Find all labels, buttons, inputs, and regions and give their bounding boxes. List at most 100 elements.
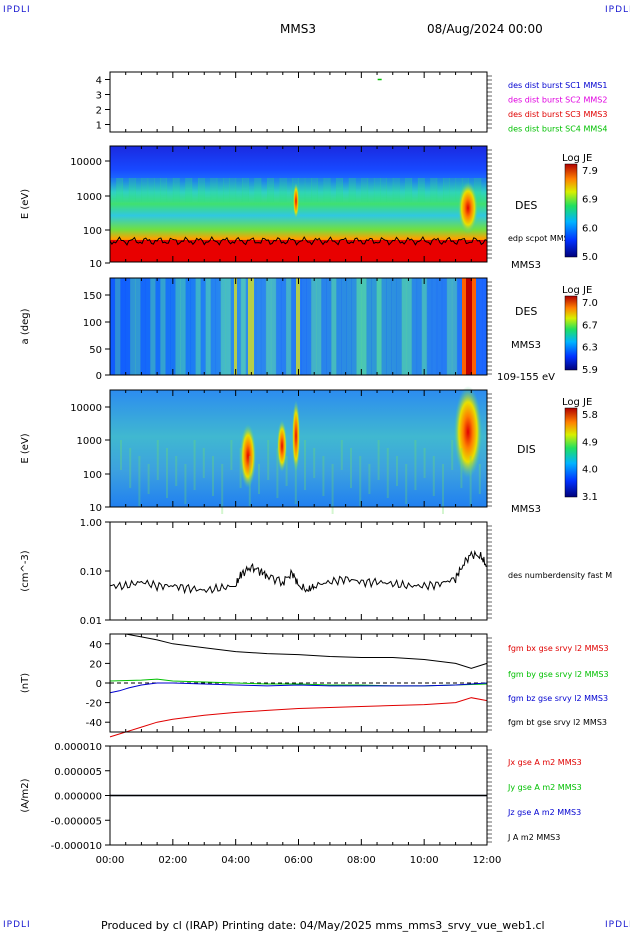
y-tick-label: 0.000000 — [54, 792, 102, 803]
y-tick-label: 10 — [89, 259, 102, 270]
spectrogram-stripe — [329, 178, 337, 202]
spectrogram-stripe — [290, 278, 297, 375]
y-tick-label: 2 — [96, 106, 102, 117]
y-tick-label: 0 — [96, 371, 102, 382]
spectrogram-stripe — [381, 278, 387, 375]
spectrogram-stripe — [280, 278, 287, 375]
spectrogram-stripe — [204, 178, 212, 202]
spectrogram-stripe — [200, 278, 207, 375]
panel-label: 109-155 eV — [497, 372, 555, 383]
y-tick-label: 0.000005 — [54, 767, 102, 778]
panel-label: MMS3 — [511, 340, 541, 351]
datetime-title: 08/Aug/2024 00:00 — [427, 22, 543, 36]
spectrogram-stripe — [110, 278, 116, 375]
spectrogram-stripe — [267, 178, 274, 202]
corner-label-bottom-left: IPDLI — [3, 920, 31, 930]
y-tick-label: 100 — [83, 318, 102, 329]
spectrogram-stripe — [234, 278, 237, 375]
corner-label-top-left: IPDLI — [3, 5, 31, 15]
burst-legend-label: des dist burst SC3 MMS3 — [508, 110, 607, 119]
colorbar-tick-label: 7.0 — [582, 298, 598, 309]
series-legend-label: Jz gse A m2 MMS3 — [507, 808, 581, 817]
spectrogram-stripe — [276, 448, 279, 498]
y-axis-label: (nT) — [20, 673, 31, 693]
spectrogram-stripe — [210, 178, 218, 202]
spectrogram-stripe — [423, 448, 426, 478]
spectrogram-stripe — [436, 178, 444, 202]
spectrogram-stripe — [258, 464, 260, 494]
field-line — [109, 682, 488, 694]
spectrogram-stripe — [311, 178, 318, 202]
colorbar — [564, 295, 578, 371]
x-tick-label: 02:00 — [158, 855, 187, 866]
spectrogram-stripe — [306, 278, 312, 375]
spectrogram-stripe — [110, 178, 117, 202]
spectrogram-stripe — [406, 278, 413, 375]
y-tick-label: 0.10 — [80, 567, 102, 578]
spectrogram-stripe — [449, 178, 457, 202]
panel-label: DIS — [517, 443, 536, 456]
spectrogram-stripe — [140, 278, 146, 375]
colorbar-tick-label: 3.1 — [582, 492, 598, 503]
spectrogram-stripe — [376, 278, 382, 375]
spectrogram-stripe — [229, 178, 237, 202]
spectrogram-stripe — [221, 464, 224, 514]
spectrogram-stripe — [145, 278, 151, 375]
spectrogram-stripe — [230, 278, 237, 375]
spectrogram-stripe — [298, 178, 306, 202]
spacecraft-title: MMS3 — [280, 22, 316, 36]
spectrogram-stripe — [267, 440, 270, 480]
spectrogram-stripe — [386, 278, 392, 375]
spectrogram-stripe — [411, 178, 419, 202]
spectrogram-stripe — [225, 278, 232, 375]
spectrogram-stripe — [215, 278, 222, 375]
density-line — [109, 549, 487, 595]
y-tick-label: 4 — [96, 76, 102, 87]
series-legend-label: fgm by gse srvy l2 MMS3 — [508, 670, 609, 679]
y-tick-label: 50 — [89, 345, 102, 356]
spectrogram-stripe — [180, 278, 186, 375]
spectrogram-stripe — [240, 278, 247, 375]
spectrogram-stripe — [285, 178, 293, 202]
spectrogram-stripe — [443, 178, 450, 202]
spectrogram-stripe — [138, 456, 141, 506]
y-tick-label: -0.000005 — [51, 816, 102, 827]
hot-spot — [458, 182, 478, 234]
panel-frame — [109, 521, 488, 621]
spectrogram-stripe — [301, 278, 307, 375]
spectrogram-stripe — [116, 178, 124, 202]
spectrogram-stripe — [185, 278, 191, 375]
spectrogram-stripe — [193, 440, 196, 490]
hot-spot — [293, 183, 299, 219]
spectrogram-stripe — [279, 178, 287, 202]
burst-legend-label: des dist burst SC2 MMS2 — [508, 96, 607, 105]
spectrogram-stripe — [331, 464, 334, 514]
colorbar-tick-label: 4.9 — [582, 437, 598, 448]
spectrogram-stripe — [241, 178, 249, 202]
burst-legend-label: des dist burst SC4 MMS4 — [508, 125, 607, 134]
spectrogram-stripe — [285, 456, 288, 486]
y-axis-label: (A/m2) — [20, 778, 31, 812]
spectrogram-stripe — [147, 464, 150, 494]
spectrogram-stripe — [248, 456, 251, 506]
spectrogram-stripe — [460, 448, 463, 488]
hot-spot — [454, 386, 482, 478]
x-tick-label: 12:00 — [473, 855, 502, 866]
spectrogram-stripe — [451, 440, 454, 470]
colorbar-title: Log JE — [562, 285, 592, 296]
spectrogram-stripe — [270, 278, 277, 375]
spectrogram-stripe — [336, 278, 342, 375]
colorbar-tick-label: 5.8 — [582, 410, 598, 421]
spectrogram-stripe — [361, 178, 369, 202]
spectrogram-stripe — [205, 278, 212, 375]
spectrogram-stripe — [170, 278, 176, 375]
colorbar-tick-label: 6.3 — [582, 343, 598, 354]
spectrogram-stripe — [260, 178, 268, 202]
spectrogram-stripe — [355, 178, 362, 202]
colorbar-tick-label: 6.9 — [582, 195, 598, 206]
spectrogram-stripe — [223, 178, 230, 202]
spectrogram-stripe — [160, 178, 168, 202]
series-legend-label: fgm bt gse srvy l2 MMS3 — [508, 718, 607, 727]
spectrogram-stripe — [235, 278, 242, 375]
